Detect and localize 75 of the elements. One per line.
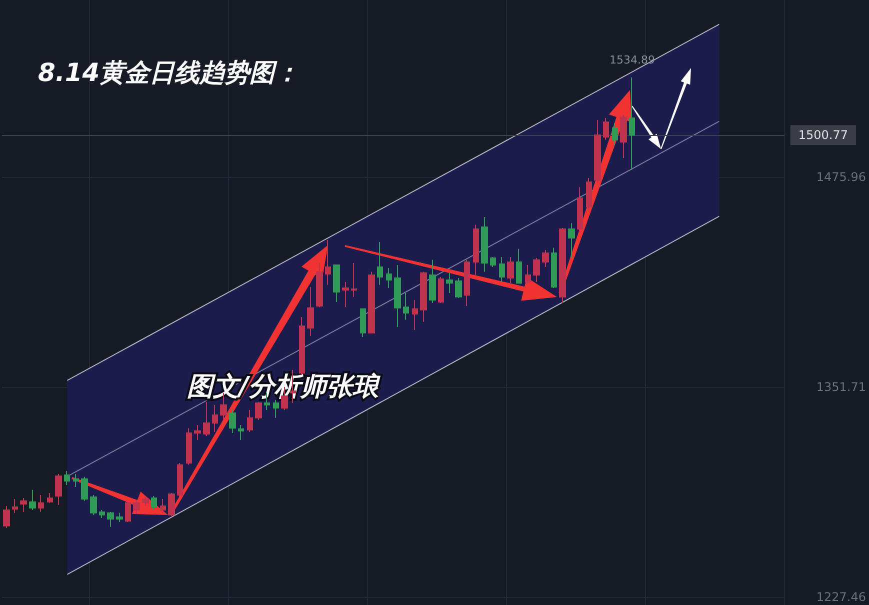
candlestick	[99, 510, 105, 518]
candlestick	[273, 400, 279, 418]
candlestick	[455, 277, 462, 298]
candlestick	[499, 256, 505, 283]
candlestick	[168, 492, 175, 518]
candlestick	[325, 239, 331, 286]
candlestick	[73, 474, 79, 488]
candlestick	[516, 248, 522, 284]
candlestick	[125, 501, 131, 523]
candlestick	[90, 494, 97, 516]
candlestick	[394, 264, 401, 328]
candlestick	[55, 474, 62, 506]
candlestick	[3, 505, 10, 528]
candlestick	[64, 470, 70, 486]
candlestick	[107, 512, 114, 528]
candlestick	[612, 122, 618, 146]
candlestick	[533, 258, 540, 283]
candlestick	[38, 494, 44, 513]
candlestick	[307, 286, 314, 336]
candlestick	[525, 264, 531, 284]
candlestick	[20, 498, 27, 513]
candlestick	[186, 428, 192, 466]
candlestick	[29, 489, 36, 511]
y-tick-label: 1351.71	[816, 380, 866, 394]
candlestick	[464, 259, 470, 307]
candlestick	[507, 256, 514, 284]
candlestick	[446, 272, 453, 294]
candlestick	[160, 498, 166, 514]
candlestick	[429, 259, 436, 304]
candlestick	[229, 409, 236, 434]
candlestick	[177, 462, 183, 498]
candlestick	[559, 227, 566, 304]
candlestick	[542, 249, 549, 268]
candlestick	[377, 242, 383, 286]
candlestick	[151, 496, 157, 511]
candlestick	[299, 316, 305, 376]
y-tick-label: 1227.46	[816, 590, 866, 604]
candlestick	[473, 224, 479, 276]
candlestick	[247, 409, 253, 432]
candlestick	[420, 271, 427, 322]
ref-line-label: 1500.77	[798, 128, 848, 142]
candlestick	[203, 402, 210, 437]
candlestick	[481, 216, 488, 272]
candlestick	[368, 271, 375, 334]
candlestick	[342, 282, 349, 308]
candlestick	[629, 76, 635, 171]
candlestick	[194, 424, 201, 441]
candlestick	[594, 119, 601, 184]
candlestick	[255, 402, 262, 420]
candlestick	[133, 500, 140, 514]
candlestick	[12, 498, 18, 514]
candlestick	[142, 496, 149, 506]
text: 8.14黄金日线趋势图：	[38, 58, 300, 87]
candlestick	[212, 404, 218, 432]
candlestick	[603, 117, 609, 140]
candlestick	[438, 276, 444, 304]
candlestick	[386, 268, 392, 288]
candlestick	[81, 476, 88, 502]
candlestick	[412, 299, 418, 331]
candlestick	[238, 424, 244, 441]
candlestick	[568, 222, 575, 259]
candlestick	[551, 247, 557, 288]
candlestick	[333, 264, 340, 302]
candlestick	[116, 512, 123, 523]
candlestick	[577, 186, 583, 233]
annotation: 1534.89	[610, 53, 655, 66]
y-tick-label: 1475.96	[816, 170, 866, 184]
candlestick	[47, 492, 53, 504]
candlestick	[316, 262, 323, 308]
candlestick	[620, 114, 627, 159]
candlestick	[403, 292, 409, 320]
candlestick	[490, 256, 496, 268]
candlestick	[351, 262, 357, 298]
candlestick	[586, 177, 592, 211]
candlestick	[360, 308, 366, 338]
